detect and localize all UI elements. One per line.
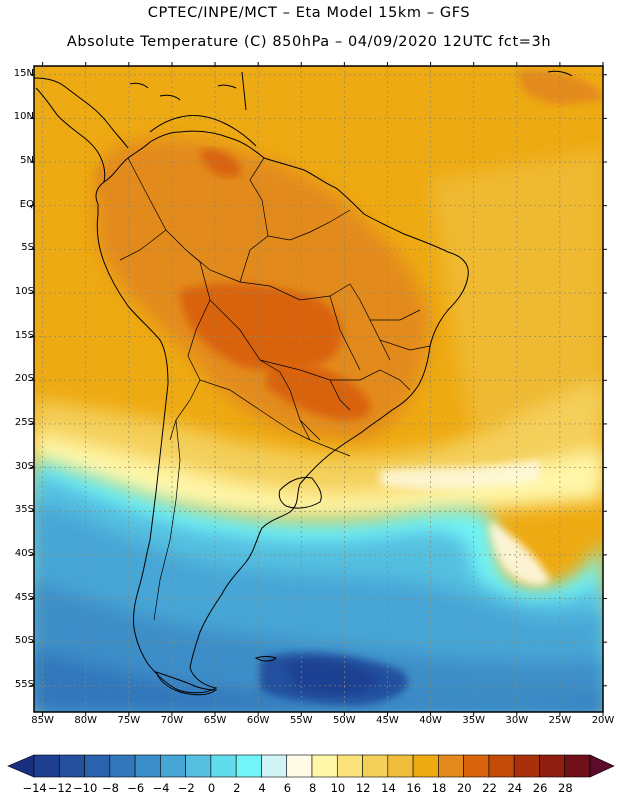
colorbar-tick-label: 24	[507, 781, 523, 795]
central-america-north	[34, 77, 129, 149]
tierra-del-fuego	[155, 671, 218, 696]
colorbar-swatch	[539, 754, 566, 778]
colorbar-tick-label: 26	[532, 781, 548, 795]
colorbar-swatch	[261, 754, 288, 778]
colorbar-swatch	[311, 754, 338, 778]
colorbar-swatch	[412, 754, 439, 778]
longitude-label: 45W	[376, 715, 399, 726]
longitude-label: 50W	[333, 715, 356, 726]
colorbar-tick-label: 28	[558, 781, 573, 795]
caribbean-islands	[129, 70, 573, 111]
central-america-coastline	[35, 87, 106, 183]
colorbar-tick-label: −12	[47, 781, 73, 795]
longitude-label: 55W	[289, 715, 313, 726]
longitude-label: 70W	[160, 715, 184, 726]
longitude-label: 25W	[548, 715, 572, 726]
longitude-label: 80W	[74, 715, 98, 726]
colorbar-tick-label: 12	[355, 781, 371, 795]
colorbar-swatch	[84, 754, 111, 778]
longitude-label: 60W	[246, 715, 270, 726]
country-borders	[119, 157, 431, 621]
longitude-label: 40W	[419, 715, 442, 726]
colorbar-swatch	[438, 754, 464, 778]
colorbar-tick-label: 10	[330, 781, 346, 795]
colorbar-under-triangle	[7, 754, 35, 778]
latitude-label: 35S	[14, 504, 34, 516]
colorbar-swatch	[463, 754, 490, 778]
colorbar-tick-label: 14	[381, 781, 396, 795]
longitude-label: 85W	[31, 715, 54, 726]
longitude-label: 30W	[505, 715, 529, 726]
longitude-label: 75W	[117, 715, 141, 726]
colorbar-swatch	[336, 754, 363, 778]
colorbar-swatch	[513, 754, 540, 778]
colorbar-over-triangle	[589, 754, 615, 778]
colorbar-swatch	[564, 754, 591, 778]
colorbar-swatch	[134, 754, 161, 778]
colorbar-swatch	[160, 754, 186, 778]
coastlines	[34, 70, 573, 696]
colorbar-tick-label: 22	[482, 781, 497, 795]
colorbar-tick-label: 0	[207, 781, 216, 795]
latitude-label: EQ	[19, 198, 34, 210]
longitude-label: 35W	[462, 715, 485, 726]
colorbar-swatch	[362, 754, 389, 778]
latitude-label: 40S	[14, 547, 34, 559]
colorbar	[7, 754, 615, 778]
falklands	[254, 656, 277, 662]
colorbar-swatch	[33, 754, 60, 778]
colorbar-swatch	[185, 754, 212, 778]
colorbar-swatch	[387, 754, 414, 778]
title-line-2: Absolute Temperature (C) 850hPa – 04/09/…	[66, 34, 552, 50]
longitude-label: 65W	[203, 715, 227, 726]
colorbar-swatch	[210, 754, 237, 778]
longitude-label: 20W	[591, 715, 615, 726]
colorbar-tick-label: −6	[127, 781, 145, 795]
south-america-coastline	[95, 130, 469, 694]
colorbar-swatch	[286, 754, 313, 778]
latitude-label: 25S	[14, 416, 34, 428]
colorbar-tick-label: −14	[22, 781, 47, 795]
latitude-label: 5N	[20, 155, 34, 167]
title-line-1: CPTEC/INPE/MCT – Eta Model 15km – GFS	[147, 5, 471, 21]
colorbar-tick-label: 2	[233, 781, 241, 795]
latitude-label: 15N	[13, 67, 34, 79]
colorbar-tick-label: −8	[101, 781, 119, 795]
colorbar-swatch	[109, 754, 136, 778]
colorbar-tick-label: −10	[73, 781, 98, 795]
latitude-label: 20S	[14, 373, 34, 385]
latitude-label: 10S	[14, 285, 34, 297]
latitude-label: 5S	[21, 242, 34, 254]
colorbar-tick-label: 18	[431, 781, 447, 795]
latitude-label: 30S	[14, 460, 34, 472]
colorbar-tick-label: 20	[456, 781, 472, 795]
temperature-field	[34, 66, 603, 712]
colorbar-tick-label: −4	[152, 781, 170, 795]
uruguay-border	[278, 477, 322, 509]
colorbar-swatch	[235, 754, 262, 778]
colorbar-swatch	[58, 754, 85, 778]
latitude-label: 10N	[13, 111, 34, 123]
colorbar-tick-label: 8	[308, 781, 317, 795]
colorbar-tick-label: 16	[406, 781, 422, 795]
latitude-label: 55S	[14, 678, 34, 690]
latitude-label: 50S	[14, 635, 34, 647]
colorbar-tick-label: −2	[177, 781, 195, 795]
colorbar-swatch	[488, 754, 515, 778]
colorbar-tick-label: 4	[258, 781, 266, 795]
colorbar-tick-label: 6	[283, 781, 292, 795]
latitude-label: 45S	[14, 591, 34, 603]
latitude-label: 15S	[14, 329, 34, 341]
caribbean-coast	[149, 115, 257, 147]
